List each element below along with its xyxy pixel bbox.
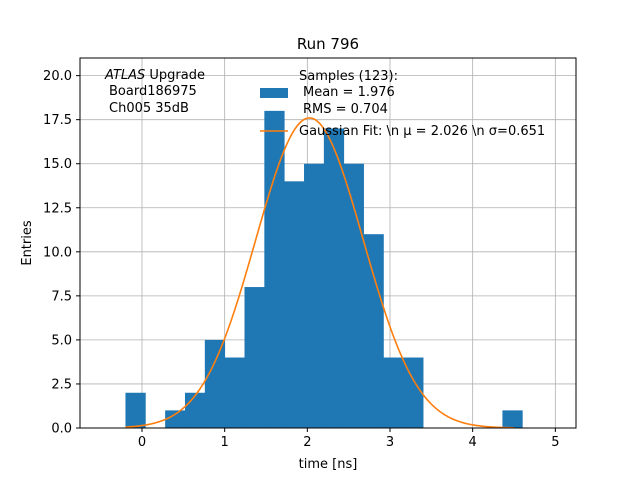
histogram-bar [244,287,265,428]
histogram-bar [383,357,404,428]
x-tick-label: 2 [303,435,311,450]
legend-fit-label: Gaussian Fit: \n μ = 2.026 \n σ=0.651 [299,124,545,139]
gaussian-fit-curve [125,117,515,429]
histogram-bar [343,163,364,428]
x-axis-label: time [ns] [299,457,358,472]
histogram-bar [204,339,226,428]
annotation-line-2: Board186975 [109,84,197,99]
y-tick-label: 10.0 [43,245,72,260]
y-axis-ticks: 0.0 2.5 5.0 7.5 10.0 12.5 15.0 17.5 20.0 [43,69,80,437]
x-tick-label: 3 [386,435,394,450]
gaussian-fit [125,117,515,429]
x-axis-ticks: 0 1 2 3 4 5 [138,428,559,450]
histogram-bar [502,410,523,428]
histogram-bar [304,163,325,428]
legend-samples-line-3: RMS = 0.704 [303,102,388,117]
histogram-bar [363,234,384,428]
atlas-annotation: ATLAS Upgrade Board186975 Ch005 35dB [104,68,205,116]
y-tick-label: 17.5 [43,113,72,128]
legend: Samples (123): Mean = 1.976 RMS = 0.704 … [260,69,545,139]
x-tick-label: 5 [551,435,559,450]
histogram-bar [264,110,285,428]
x-tick-label: 0 [138,435,146,450]
y-axis-label: Entries [20,220,35,266]
histogram-bar [224,357,245,428]
y-tick-label: 12.5 [43,201,72,216]
atlas-word: ATLAS [104,68,145,83]
y-tick-label: 2.5 [51,377,72,392]
y-tick-label: 15.0 [43,157,72,172]
annotation-line-1-rest: Upgrade [145,68,205,83]
histogram-bar [323,128,345,428]
histogram-bar [403,357,424,428]
histogram-bar [165,410,186,428]
y-tick-label: 20.0 [43,69,72,84]
histogram-bars [125,110,523,428]
plot-frame [79,57,577,429]
chart-title: Run 796 [297,35,359,53]
legend-samples-patch [260,88,288,98]
y-tick-label: 0.0 [51,422,72,437]
y-tick-label: 7.5 [51,289,72,304]
x-tick-label: 1 [221,435,229,450]
histogram-bar [284,181,305,428]
legend-samples-line-2: Mean = 1.976 [303,85,395,100]
legend-samples-line-1: Samples (123): [299,69,398,84]
annotation-line-1: ATLAS Upgrade [104,68,205,83]
histogram-bar [184,392,206,428]
histogram-bar [125,392,146,428]
y-tick-label: 5.0 [51,333,72,348]
x-tick-label: 4 [469,435,477,450]
annotation-line-3: Ch005 35dB [109,101,189,116]
